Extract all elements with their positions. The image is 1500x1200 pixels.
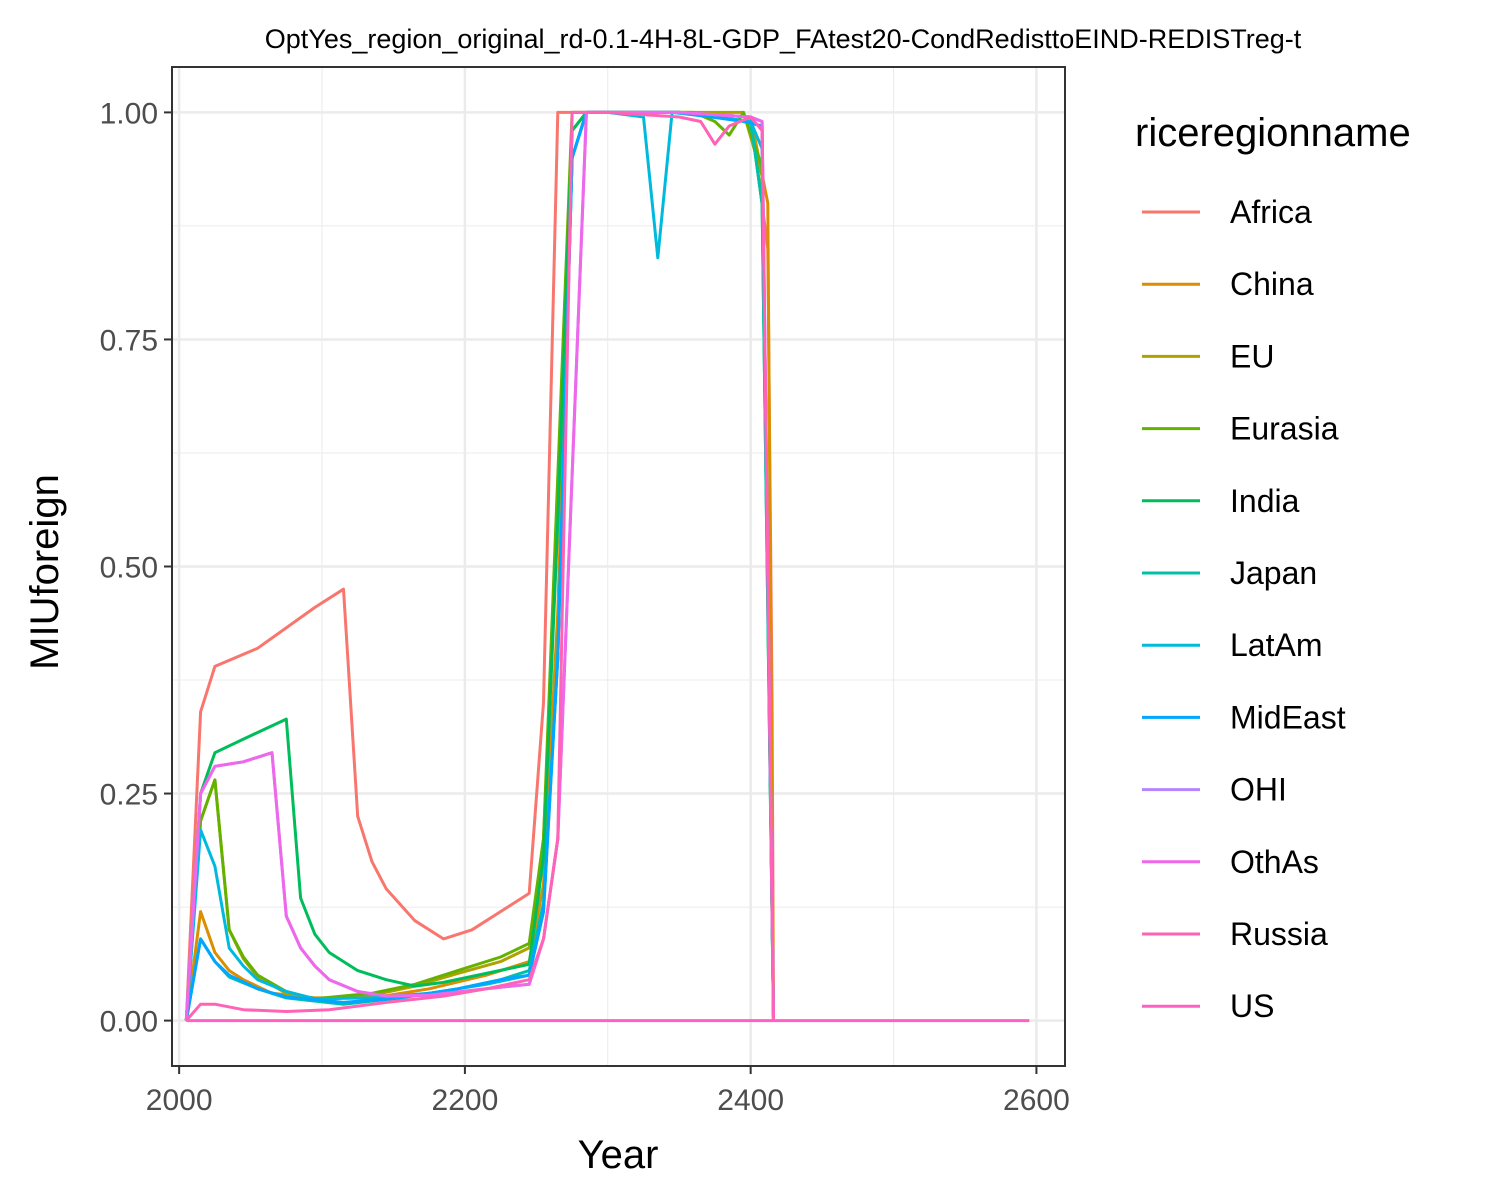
legend-label-russia: Russia xyxy=(1230,916,1328,952)
legend-label-othas: OthAs xyxy=(1230,844,1319,880)
legend-label-mideast: MidEast xyxy=(1230,699,1346,735)
series-line-eurasia xyxy=(184,110,775,1021)
y-tick-label: 0.50 xyxy=(100,552,158,585)
y-tick-label: 0.75 xyxy=(100,324,158,357)
x-tick-label: 2200 xyxy=(432,1084,499,1117)
legend-label-eu: EU xyxy=(1230,338,1274,374)
series-line-othas xyxy=(184,110,775,1021)
legend-label-eurasia: Eurasia xyxy=(1230,411,1339,447)
y-tick-label: 1.00 xyxy=(100,97,158,130)
x-tick-label: 2600 xyxy=(1003,1084,1070,1117)
chart-title: OptYes_region_original_rd-0.1-4H-8L-GDP_… xyxy=(265,24,1302,54)
legend-items: Africa China EU Eurasia India Japan LatAm MidEa… xyxy=(1142,194,1346,1024)
series-line-russia xyxy=(185,110,775,1022)
x-tick-label: 2400 xyxy=(717,1084,784,1117)
legend-title: riceregionname xyxy=(1135,111,1411,155)
x-tick-label: 2000 xyxy=(146,1084,213,1117)
legend-label-us: US xyxy=(1230,988,1274,1024)
legend-label-africa: Africa xyxy=(1230,194,1312,230)
series-lines xyxy=(184,110,1030,1023)
y-tick-label: 0.25 xyxy=(100,779,158,812)
y-axis: 0.00 0.25 0.50 0.75 1.00 xyxy=(100,97,172,1039)
legend-label-india: India xyxy=(1230,483,1300,519)
x-axis-title: Year xyxy=(578,1133,659,1177)
legend-label-japan: Japan xyxy=(1230,555,1317,591)
legend-label-latam: LatAm xyxy=(1230,627,1322,663)
major-gridlines xyxy=(172,67,1065,1066)
x-axis: 2000 2200 2400 2600 xyxy=(146,1066,1070,1117)
legend-label-ohi: OHI xyxy=(1230,772,1287,808)
legend: riceregionname Africa China EU Eurasia India… xyxy=(1135,111,1411,1024)
y-tick-label: 0.00 xyxy=(100,1006,158,1039)
legend-label-china: China xyxy=(1230,266,1314,302)
y-axis-title: MIUforeign xyxy=(23,474,67,670)
